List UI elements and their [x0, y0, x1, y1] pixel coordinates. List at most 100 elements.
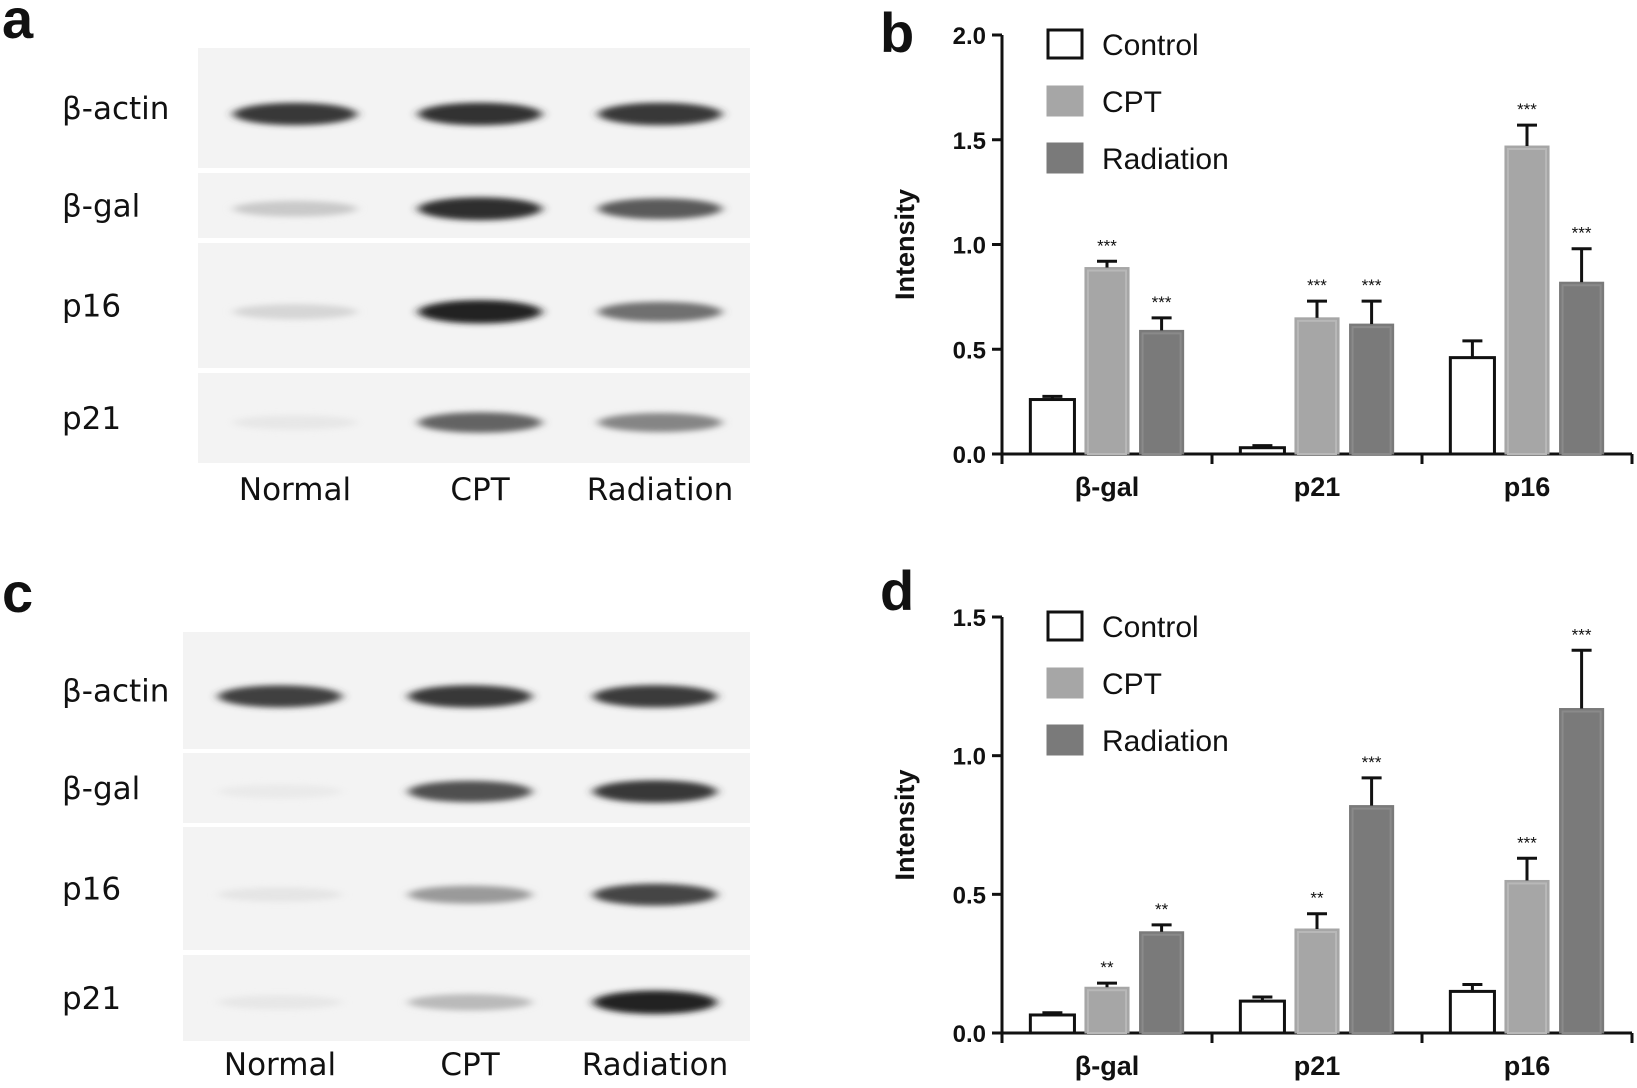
blot-band: [218, 995, 342, 1010]
significance-label: ***: [1517, 100, 1537, 119]
panel-letter-a: a: [2, 0, 34, 50]
bar: [1504, 879, 1550, 1034]
blot-band: [593, 990, 717, 1015]
blot-band: [408, 685, 532, 708]
blot-lane-label: Radiation: [587, 472, 734, 508]
bar: [1559, 708, 1605, 1034]
legend-label: CPT: [1102, 86, 1162, 119]
significance-label: ***: [1572, 625, 1592, 644]
blot-row-label: p16: [62, 289, 121, 325]
y-tick-label: 1.0: [953, 233, 986, 260]
bar-chart-b: 0.0 0.5 1.0 1.5 2.0 Intensity *** *** β-gal *** **…: [890, 23, 1634, 502]
bar: [1448, 356, 1496, 456]
bar-inner: [1086, 269, 1128, 456]
blot-band: [598, 413, 722, 432]
blot-band: [233, 415, 357, 430]
bar-inner: [1141, 332, 1182, 455]
blot-band: [418, 102, 542, 126]
blot-lane-label: Normal: [239, 472, 351, 508]
legend-swatch: [1046, 610, 1084, 642]
legend-swatch: [1046, 667, 1084, 699]
blot-lane-label: CPT: [450, 472, 510, 508]
significance-label: **: [1155, 900, 1169, 919]
blot-band: [233, 200, 357, 217]
bar: [1294, 317, 1340, 455]
bar: [1028, 398, 1076, 456]
blot-band: [593, 780, 717, 803]
y-tick-label: 1.5: [953, 605, 986, 632]
panel-letter-d: d: [880, 559, 914, 622]
western-blot-c: β-actin β-gal p16 p21 Normal CPT Radiation: [62, 632, 750, 1083]
significance-label: ***: [1362, 753, 1382, 772]
bar-inner: [1506, 148, 1548, 455]
significance-label: ***: [1362, 276, 1382, 295]
legend-label: Radiation: [1102, 725, 1229, 758]
y-tick-label: 0.5: [953, 882, 986, 909]
legend-label: Control: [1102, 29, 1199, 62]
legend-swatch: [1046, 724, 1084, 756]
bar-inner: [1296, 931, 1338, 1034]
bar: [1028, 1013, 1076, 1035]
legend-swatch: [1046, 28, 1084, 60]
significance-label: **: [1310, 889, 1324, 908]
western-blot-a: β-actin β-gal p16 p21 Normal CPT Radiation: [62, 48, 750, 508]
blot-lane-label: Normal: [224, 1047, 336, 1083]
legend-label: Radiation: [1102, 143, 1229, 176]
bar-inner: [1351, 807, 1392, 1034]
bar-inner: [1506, 882, 1548, 1035]
category-label: β-gal: [1075, 472, 1139, 502]
y-axis-title: Intensity: [890, 769, 920, 880]
bar: [1294, 928, 1340, 1034]
blot-band: [408, 885, 532, 904]
blot-band: [218, 685, 342, 708]
bar: [1084, 986, 1130, 1034]
blot-band: [233, 102, 357, 126]
bar: [1349, 805, 1395, 1034]
blot-row-label: β-actin: [62, 91, 169, 127]
blot-band: [408, 780, 532, 803]
bar-inner: [1561, 710, 1602, 1035]
blot-band: [418, 300, 542, 324]
legend-swatch: [1046, 85, 1084, 117]
significance-label: ***: [1307, 276, 1327, 295]
bar-inner: [1141, 933, 1182, 1034]
blot-band: [598, 102, 722, 126]
category-label: p21: [1294, 472, 1341, 502]
bar: [1504, 145, 1550, 455]
blot-band: [418, 197, 542, 221]
blot-lane-label: Radiation: [582, 1047, 729, 1083]
blot-lane-label: CPT: [440, 1047, 500, 1083]
y-tick-label: 1.0: [953, 744, 986, 771]
category-label: β-gal: [1075, 1051, 1139, 1081]
y-tick-label: 2.0: [953, 23, 986, 50]
bar-inner: [1086, 989, 1128, 1034]
bar: [1238, 999, 1286, 1035]
legend-swatch: [1046, 142, 1084, 174]
blot-band: [593, 883, 717, 906]
blot-row-label: p21: [62, 401, 121, 437]
legend-label: Control: [1102, 611, 1199, 644]
significance-label: ***: [1572, 224, 1592, 243]
blot-row-label: β-gal: [62, 189, 140, 225]
blot-band: [598, 301, 722, 322]
blot-row-label: p16: [62, 872, 121, 908]
legend-label: CPT: [1102, 668, 1162, 701]
blot-band: [593, 685, 717, 708]
blot-row-label: β-actin: [62, 674, 169, 710]
category-label: p21: [1294, 1051, 1341, 1081]
panel-letter-b: b: [880, 1, 914, 64]
y-tick-label: 1.5: [953, 128, 986, 155]
blot-band: [233, 304, 357, 320]
bar: [1139, 931, 1185, 1034]
y-axis-title: Intensity: [890, 189, 920, 300]
bar-inner: [1351, 326, 1392, 455]
blot-band: [218, 784, 342, 799]
y-tick-label: 0.0: [953, 442, 986, 469]
bar-inner: [1561, 284, 1602, 455]
bar-inner: [1296, 319, 1338, 456]
significance-label: **: [1100, 958, 1114, 977]
bar: [1349, 323, 1395, 455]
bar: [1139, 329, 1185, 455]
category-label: p16: [1504, 472, 1551, 502]
bar: [1238, 446, 1286, 456]
